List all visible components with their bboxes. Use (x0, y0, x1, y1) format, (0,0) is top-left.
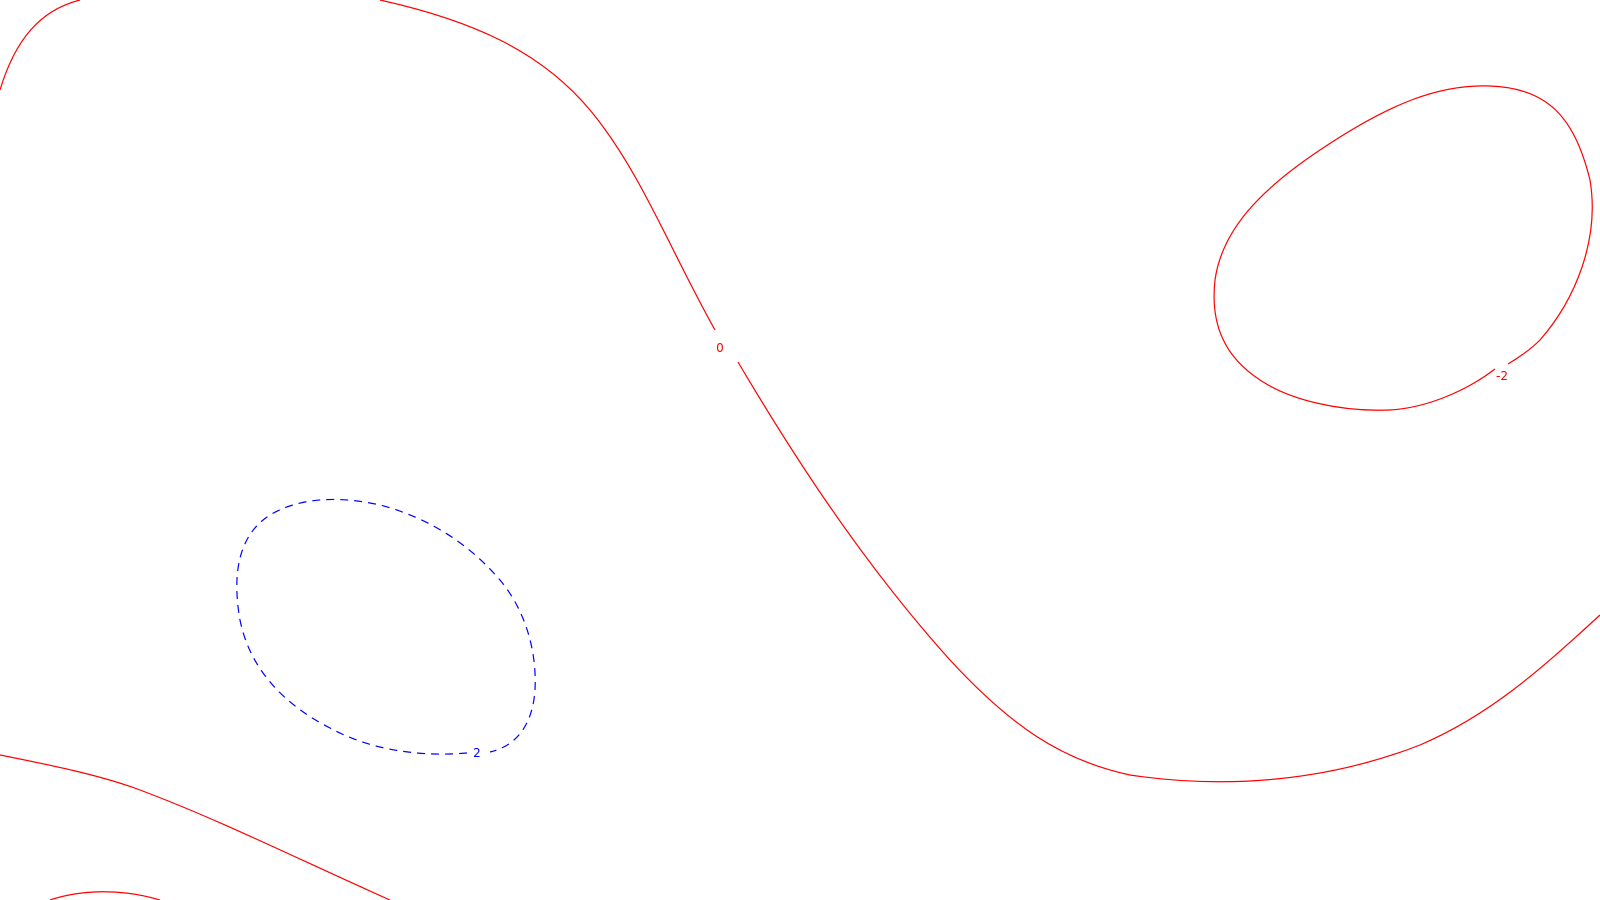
contour-line-level-neg2 (1213, 85, 1593, 411)
contour-line-level-0 (379, 0, 1600, 783)
contour-line-bottom-arc (49, 891, 161, 900)
contour-line-top-left (0, 0, 81, 91)
contour-line-level-2 (236, 498, 536, 755)
contour-label-level-2: 2 (473, 746, 481, 760)
contour-line-bottom-left (0, 754, 391, 900)
contour-label-level-neg2: -2 (1496, 369, 1508, 383)
contour-label-level-0: 0 (716, 341, 724, 355)
